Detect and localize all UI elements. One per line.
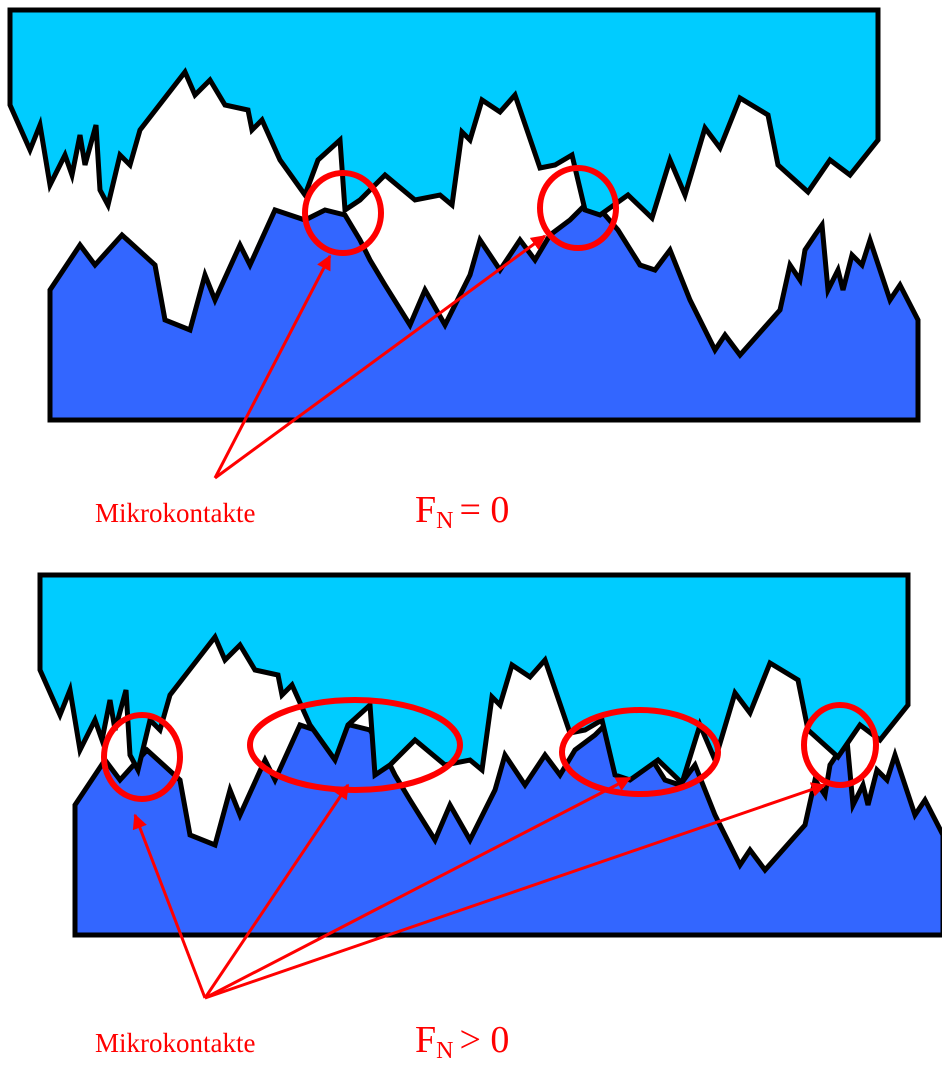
label: Mikrokontakte	[95, 1028, 255, 1058]
lower-body	[75, 715, 942, 935]
upper-body	[10, 10, 878, 218]
force-relation: > 0	[459, 1019, 509, 1061]
lower-body	[50, 200, 918, 420]
force-subscript: N	[436, 1038, 453, 1064]
upper-body	[40, 575, 908, 783]
panel-zero-load: Mikrokontakte FN= 0	[10, 10, 918, 534]
force-symbol: F	[415, 1019, 436, 1061]
force: FN= 0	[415, 489, 509, 534]
label: Mikrokontakte	[95, 498, 255, 528]
force-relation: = 0	[459, 489, 509, 531]
force: FN> 0	[415, 1019, 509, 1064]
diagram: Mikrokontakte FN= 0 Mikrokontakte FN> 0	[0, 0, 942, 1068]
force-symbol: F	[415, 489, 436, 531]
force-subscript: N	[436, 508, 453, 534]
panel-positive-load: Mikrokontakte FN> 0	[40, 575, 942, 1064]
